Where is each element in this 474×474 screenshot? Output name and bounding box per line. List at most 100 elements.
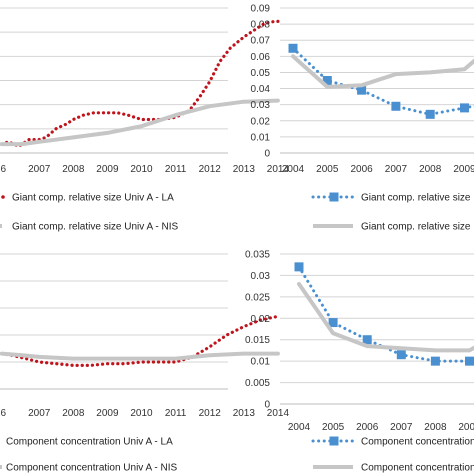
legend-label: Component concentration [361, 463, 474, 474]
series-primary [0, 19, 280, 149]
gridlines [280, 253, 474, 384]
series-line [0, 19, 280, 149]
legend-entry: Giant comp. relative size Univ A - LA [1, 193, 174, 204]
x-tick-label: 2008 [62, 164, 85, 175]
y-tick-label: 0.03 [251, 100, 271, 111]
legend-label: Component concentration Univ A - LA [6, 437, 173, 448]
x-tick-label: 2007 [28, 408, 51, 419]
data-point-marker [425, 109, 435, 119]
legend-entry: Component concentration Univ A - NIS [0, 463, 178, 474]
data-point-marker [362, 335, 372, 345]
y-tick-label: 0.02 [251, 116, 271, 127]
x-tick-label: 2009 [458, 422, 474, 433]
chart-panel-top-right: 0 0.01 0.02 0.03 0.04 0.05 0.06 0.07 0.08 0.09 200… [251, 4, 474, 233]
x-tick-label: 2009 [453, 164, 474, 175]
chart-panel-top-left: 6 2007 2008 2009 2010 2011 2012 2013 2014 Giant c… [0, 7, 290, 233]
data-point-marker [322, 76, 332, 85]
legend-label: Component concentration Univ A - NIS [6, 463, 178, 474]
x-tick-label: 2004 [282, 164, 305, 175]
y-tick-label: 0.06 [251, 52, 271, 63]
x-tick-label: 2012 [199, 408, 222, 419]
x-tick-label: 2014 [267, 164, 290, 175]
series-secondary [297, 282, 474, 353]
x-tick-label: 2005 [322, 422, 345, 433]
series-secondary [0, 351, 280, 361]
gridlines [0, 7, 228, 130]
x-tick-label: 2011 [165, 164, 187, 175]
legend-swatch-marker [329, 192, 339, 202]
series-line [0, 98, 280, 147]
y-tick-label: 0.01 [251, 357, 271, 368]
y-tick-label: 0.035 [245, 250, 270, 261]
series-line [297, 282, 474, 353]
legend-entry: Component concentration Univ A - LA [6, 437, 173, 448]
x-tick-label: 2008 [419, 164, 442, 175]
x-tick-label: 2007 [28, 164, 51, 175]
x-tick-label: 6 [0, 408, 6, 419]
legend-entry: Component concentration [313, 463, 474, 474]
x-tick-label: 2006 [356, 422, 379, 433]
data-point-marker [288, 43, 298, 53]
y-tick-label: 0.02 [251, 314, 271, 325]
legend-entry: Component concentration [311, 436, 474, 448]
series-primary [0, 314, 280, 367]
series-secondary [291, 54, 474, 89]
x-tick-label: 2009 [96, 164, 119, 175]
x-tick-label: 2013 [233, 164, 256, 175]
data-point-marker [465, 356, 474, 366]
y-tick-label: 0.015 [245, 335, 270, 346]
chart-panel-bottom-right: 0 0.005 0.01 0.015 0.02 0.025 0.03 0.035 2004 200… [245, 250, 474, 474]
series-secondary [0, 98, 280, 147]
legend-entry: Giant comp. relative size [311, 192, 471, 204]
x-tick-label: 2012 [199, 164, 222, 175]
data-point-marker [430, 356, 440, 366]
legend-label: Giant comp. relative size Univ A - NIS [12, 222, 179, 233]
legend-swatch-marker [329, 436, 339, 446]
x-tick-label: 2005 [316, 164, 339, 175]
y-tick-label: 0 [264, 400, 270, 411]
series-line [0, 351, 280, 361]
y-tick-label: 0.03 [251, 271, 271, 282]
data-point-marker [294, 262, 304, 272]
legend-label: Component concentration [361, 437, 474, 448]
series-line [291, 54, 474, 89]
y-tick-label: 0.01 [251, 132, 271, 143]
series-line [0, 314, 280, 367]
data-point-marker [328, 318, 338, 328]
data-point-marker [357, 85, 367, 95]
series-primary [294, 262, 474, 366]
data-point-marker [396, 350, 406, 360]
x-tick-label: 2014 [267, 408, 290, 419]
data-point-marker [391, 101, 401, 111]
x-tick-label: 2007 [390, 422, 413, 433]
y-tick-label: 0.025 [245, 292, 270, 303]
gridlines [0, 253, 228, 363]
y-tick-label: 0.05 [251, 68, 271, 79]
legend-label: Giant comp. relative size [361, 193, 471, 204]
chart-panel-bottom-left: 6 2007 2008 2009 2010 2011 2012 2013 2014 Compone… [0, 253, 290, 474]
legend-entry: Giant comp. relative size Univ A - NIS [0, 222, 179, 233]
x-tick-label: 2004 [288, 422, 311, 433]
legend-entry: Giant comp. relative size [313, 222, 471, 233]
legend-label: Giant comp. relative size Univ A - LA [12, 193, 174, 204]
legend-label: Giant comp. relative size [361, 222, 471, 233]
series-primary [288, 43, 474, 119]
x-tick-label: 2011 [165, 408, 187, 419]
y-tick-label: 0 [264, 149, 270, 160]
x-tick-label: 2010 [130, 164, 153, 175]
series-line [297, 265, 474, 364]
x-tick-label: 2007 [385, 164, 408, 175]
x-tick-label: 2009 [96, 408, 119, 419]
x-tick-label: 6 [0, 164, 6, 175]
y-tick-label: 0.09 [251, 4, 271, 15]
x-tick-label: 2010 [130, 408, 153, 419]
x-tick-label: 2006 [350, 164, 373, 175]
data-point-marker [460, 103, 469, 113]
x-tick-label: 2008 [424, 422, 447, 433]
x-tick-label: 2008 [62, 408, 85, 419]
y-tick-label: 0.005 [245, 378, 270, 389]
x-tick-label: 2013 [233, 408, 256, 419]
y-tick-label: 0.07 [251, 36, 271, 47]
legend-swatch [1, 195, 5, 199]
